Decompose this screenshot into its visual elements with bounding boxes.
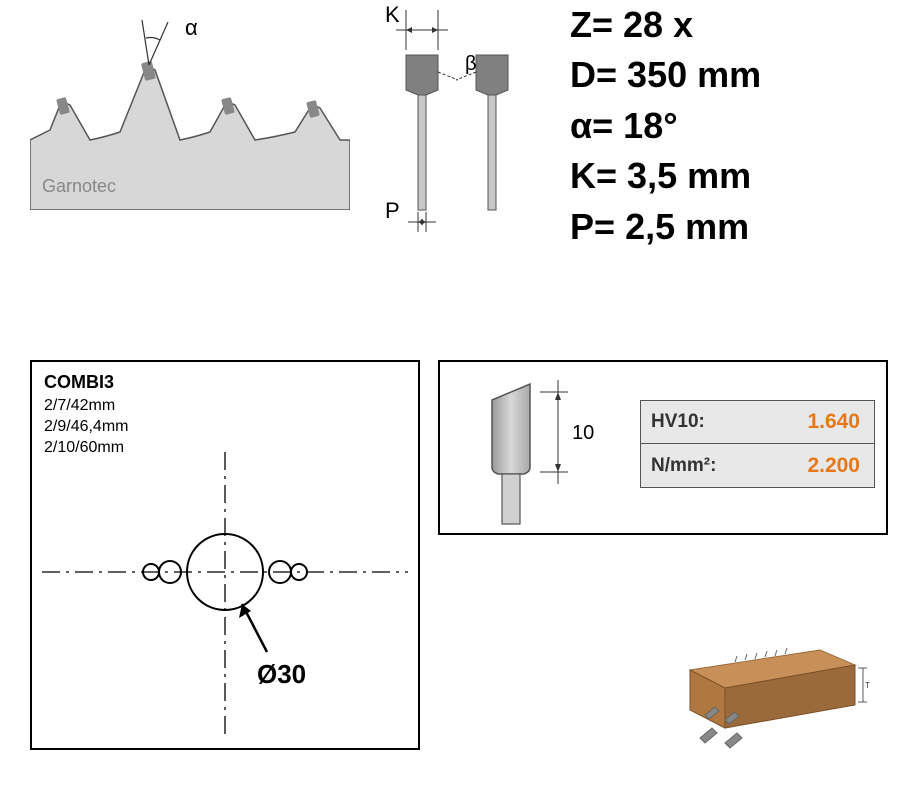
- hardness-row-hv10: HV10: 1.640: [640, 400, 875, 444]
- carbide-tip-diagram: 10: [450, 372, 620, 527]
- brand-label: Garnotec: [42, 176, 116, 196]
- hardness-row-nmm2: N/mm²: 2.200: [640, 444, 875, 488]
- svg-text:K: K: [385, 2, 400, 27]
- spec-k: K= 3,5 mm: [570, 151, 761, 201]
- bore-diameter-label: Ø30: [257, 659, 306, 690]
- wood-cutting-thumbnail: T: [670, 620, 870, 760]
- svg-text:P: P: [385, 198, 400, 223]
- kerf-diagram: K β P: [370, 0, 530, 240]
- spec-list: Z= 28 x D= 350 mm α= 18° K= 3,5 mm P= 2,…: [570, 0, 761, 252]
- spec-p: P= 2,5 mm: [570, 202, 761, 252]
- combi3-panel: COMBI3 2/7/42mm 2/9/46,4mm 2/10/60mm Ø30: [30, 360, 420, 750]
- spec-z: Z= 28 x: [570, 0, 761, 50]
- tooth-angle-diagram: α Garnotec: [30, 10, 350, 210]
- svg-text:β: β: [465, 53, 477, 75]
- hardness-panel: 10 HV10: 1.640 N/mm²: 2.200: [438, 360, 888, 535]
- svg-text:α: α: [185, 15, 198, 40]
- spec-d: D= 350 mm: [570, 50, 761, 100]
- svg-text:10: 10: [572, 422, 594, 444]
- hardness-table: HV10: 1.640 N/mm²: 2.200: [640, 400, 875, 488]
- svg-text:T: T: [865, 681, 870, 690]
- spec-alpha: α= 18°: [570, 101, 761, 151]
